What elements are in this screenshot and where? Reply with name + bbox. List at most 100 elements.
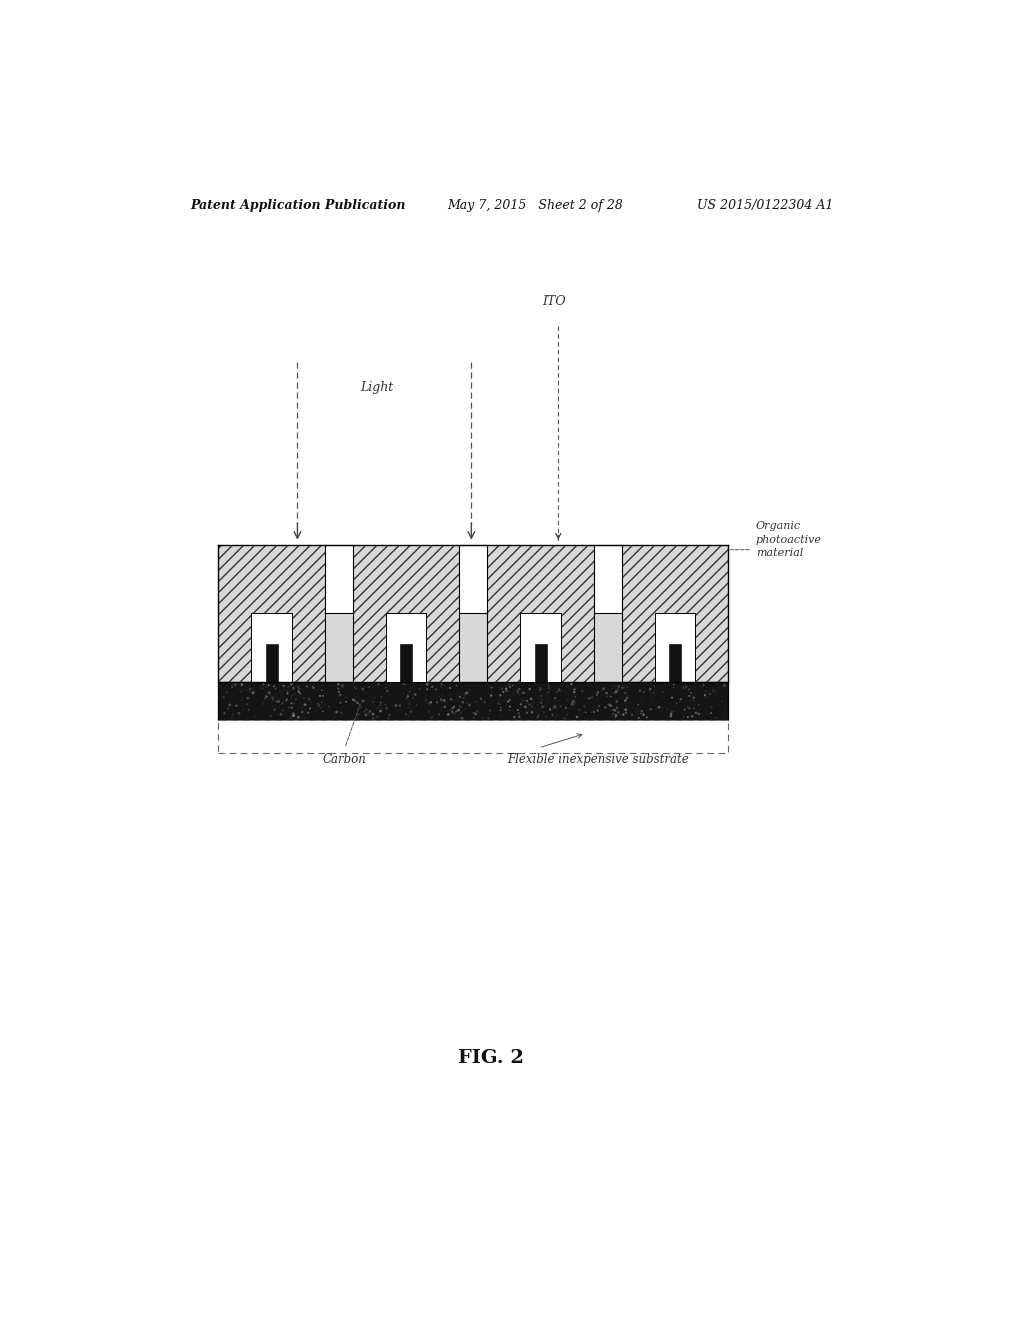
Point xyxy=(646,676,662,697)
Point xyxy=(630,694,646,715)
Point xyxy=(224,676,240,697)
Point xyxy=(441,700,458,721)
Point xyxy=(629,702,645,723)
Point xyxy=(405,688,421,709)
Point xyxy=(566,681,582,702)
Point xyxy=(480,708,496,729)
Point xyxy=(273,682,289,704)
Point xyxy=(556,708,573,729)
Point xyxy=(667,696,684,717)
Point xyxy=(411,678,427,700)
Point xyxy=(277,690,293,711)
Point xyxy=(685,690,701,711)
Point xyxy=(675,677,691,698)
Point xyxy=(505,685,522,706)
Point xyxy=(322,680,338,701)
Point xyxy=(285,677,302,698)
Point xyxy=(574,681,590,702)
Point xyxy=(595,682,611,704)
Point xyxy=(451,696,468,717)
Point xyxy=(643,692,659,713)
Point xyxy=(394,673,411,694)
Point xyxy=(595,678,611,700)
Point xyxy=(357,705,373,726)
Point xyxy=(355,690,371,711)
Point xyxy=(261,675,277,696)
Point xyxy=(334,675,351,696)
Point xyxy=(606,706,623,727)
Point xyxy=(338,686,355,708)
Point xyxy=(246,706,262,727)
Point xyxy=(537,706,553,727)
Point xyxy=(475,690,491,711)
Point xyxy=(508,680,525,701)
Point xyxy=(614,704,631,725)
Point xyxy=(434,685,450,706)
Point xyxy=(260,675,276,696)
Point xyxy=(679,697,695,718)
Point xyxy=(408,694,424,715)
Point xyxy=(541,698,557,719)
Point xyxy=(283,697,300,718)
Bar xyxy=(218,721,728,752)
Point xyxy=(231,705,248,726)
Point xyxy=(283,693,300,714)
Point xyxy=(698,686,714,708)
Point xyxy=(366,706,382,727)
Point xyxy=(554,681,571,702)
Point xyxy=(499,690,516,711)
Point xyxy=(332,684,348,705)
Point xyxy=(696,680,712,701)
Point xyxy=(618,702,634,723)
Point xyxy=(532,692,548,713)
Point xyxy=(529,706,545,727)
Text: FIG. 2: FIG. 2 xyxy=(458,1049,524,1067)
Point xyxy=(679,706,695,727)
Point xyxy=(275,676,291,697)
Point xyxy=(286,684,303,705)
Point xyxy=(589,682,605,704)
Point xyxy=(686,706,702,727)
Point xyxy=(656,685,673,706)
Point xyxy=(530,705,546,726)
Point xyxy=(597,682,613,704)
Point xyxy=(606,676,623,697)
Point xyxy=(461,694,477,715)
Point xyxy=(521,694,537,715)
Point xyxy=(274,675,290,696)
Point xyxy=(458,682,474,704)
Point xyxy=(233,689,250,710)
Point xyxy=(492,697,508,718)
Point xyxy=(531,698,547,719)
Point xyxy=(444,701,461,722)
Point xyxy=(430,686,446,708)
Point xyxy=(321,696,337,717)
Point xyxy=(261,681,277,702)
Point xyxy=(671,692,687,713)
Point xyxy=(546,696,562,717)
Point xyxy=(447,701,464,722)
Point xyxy=(285,704,302,725)
Point xyxy=(420,701,436,722)
Point xyxy=(477,680,493,701)
Point xyxy=(701,684,717,705)
Point xyxy=(267,678,283,700)
Point xyxy=(481,700,497,721)
Point xyxy=(369,706,385,727)
Point xyxy=(452,702,469,723)
Point xyxy=(308,701,324,722)
Point xyxy=(432,676,448,697)
Point xyxy=(367,675,383,696)
Point xyxy=(683,682,699,704)
Point xyxy=(271,681,287,702)
Point xyxy=(685,684,701,705)
Bar xyxy=(353,545,459,682)
Point xyxy=(517,697,533,718)
Point xyxy=(271,704,287,725)
Bar xyxy=(654,614,695,682)
Point xyxy=(350,704,366,725)
Point xyxy=(301,688,317,709)
Point xyxy=(330,681,346,702)
Point xyxy=(442,689,459,710)
Point xyxy=(579,675,595,696)
